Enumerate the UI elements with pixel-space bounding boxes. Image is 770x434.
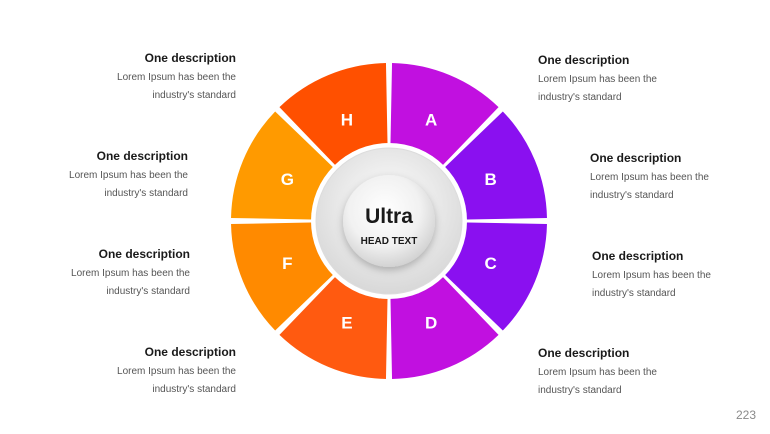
description-body: Lorem Ipsum has been the industry's stand… bbox=[117, 366, 236, 395]
description-b: One description Lorem Ipsum has been the… bbox=[590, 150, 760, 205]
center-subtitle: HEAD TEXT bbox=[361, 236, 418, 247]
description-d: One description Lorem Ipsum has been the… bbox=[538, 345, 708, 400]
segment-label-b: B bbox=[484, 170, 496, 189]
description-title: One description bbox=[538, 53, 630, 67]
description-body: Lorem Ipsum has been the industry's stand… bbox=[69, 170, 188, 199]
description-e: One description Lorem Ipsum has been the… bbox=[66, 344, 236, 399]
description-title: One description bbox=[96, 149, 188, 163]
center-title: Ultra bbox=[365, 205, 413, 228]
description-c: One description Lorem Ipsum has been the… bbox=[592, 248, 762, 303]
segment-c bbox=[440, 222, 547, 331]
segment-label-d: D bbox=[425, 314, 437, 333]
description-title: One description bbox=[592, 249, 684, 263]
segment-label-h: H bbox=[341, 110, 353, 129]
segment-e bbox=[279, 272, 388, 379]
segment-f bbox=[231, 222, 338, 331]
segment-label-g: G bbox=[281, 170, 294, 189]
description-body: Lorem Ipsum has been the industry's stand… bbox=[592, 270, 711, 299]
description-f: One description Lorem Ipsum has been the… bbox=[20, 246, 190, 301]
description-body: Lorem Ipsum has been the industry's stand… bbox=[590, 172, 709, 201]
segment-g bbox=[231, 111, 338, 220]
description-title: One description bbox=[538, 346, 630, 360]
description-title: One description bbox=[144, 345, 236, 359]
segment-h bbox=[279, 63, 388, 170]
page-number: 223 bbox=[735, 408, 756, 422]
description-body: Lorem Ipsum has been the industry's stand… bbox=[538, 367, 657, 396]
description-a: One description Lorem Ipsum has been the… bbox=[538, 52, 708, 107]
wheel-segments: A B C D E F G H bbox=[231, 63, 547, 379]
description-title: One description bbox=[590, 151, 682, 165]
description-body: Lorem Ipsum has been the industry's stand… bbox=[538, 74, 657, 103]
segment-b bbox=[440, 111, 547, 220]
description-body: Lorem Ipsum has been the industry's stand… bbox=[71, 268, 190, 297]
segment-label-c: C bbox=[484, 254, 496, 273]
segment-d bbox=[390, 272, 499, 379]
description-title: One description bbox=[98, 247, 190, 261]
description-h: One description Lorem Ipsum has been the… bbox=[66, 50, 236, 105]
description-title: One description bbox=[144, 51, 236, 65]
segment-a bbox=[390, 63, 499, 170]
segment-label-f: F bbox=[282, 254, 292, 273]
description-body: Lorem Ipsum has been the industry's stand… bbox=[117, 72, 236, 101]
description-g: One description Lorem Ipsum has been the… bbox=[18, 148, 188, 203]
segment-label-a: A bbox=[425, 110, 437, 129]
center-knob bbox=[343, 175, 435, 267]
segment-label-e: E bbox=[341, 314, 352, 333]
